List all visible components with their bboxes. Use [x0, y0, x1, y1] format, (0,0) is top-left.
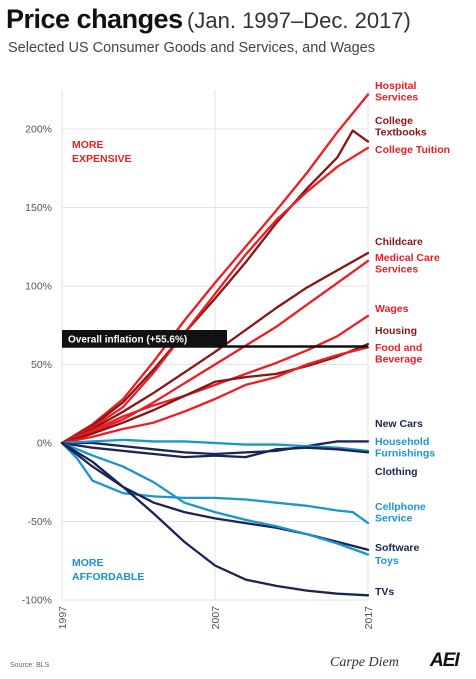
series-label: Food and — [375, 342, 422, 354]
series-label: Services — [375, 92, 418, 104]
series-label: New Cars — [375, 418, 423, 430]
series-label: Service — [375, 513, 413, 525]
y-tick-label: -50% — [27, 516, 52, 528]
series-label: Medical Care — [375, 252, 440, 264]
annotation-label: MORE — [72, 139, 104, 151]
series-line — [60, 146, 370, 445]
series-label: College — [375, 115, 413, 127]
aei-logo-text: AEI — [430, 650, 460, 671]
title-main: Price changes — [6, 4, 183, 34]
x-tick-label: 1997 — [57, 606, 69, 630]
series-line — [60, 438, 370, 453]
series-label: Cellphone — [375, 501, 426, 513]
series-label: Textbooks — [375, 127, 427, 139]
series-line — [60, 441, 370, 597]
series-label: Clothing — [375, 466, 418, 478]
chart-subtitle: Selected US Consumer Goods and Services,… — [8, 40, 375, 56]
series-line — [60, 441, 370, 525]
series-line — [60, 259, 370, 445]
annotation-label: MORE — [72, 557, 104, 569]
y-tick-label: 0% — [37, 438, 52, 450]
series-line — [60, 129, 370, 445]
annotation-label: AFFORDABLE — [72, 571, 144, 583]
series-line — [60, 346, 370, 445]
series-line — [60, 441, 370, 556]
series-label: Childcare — [375, 236, 423, 248]
series-label: Software — [375, 542, 420, 554]
series-label: Services — [375, 264, 418, 276]
series-line — [60, 440, 370, 456]
series-label: Housing — [375, 325, 417, 337]
y-tick-label: 150% — [25, 202, 52, 214]
series-line — [60, 441, 370, 459]
x-tick-label: 2007 — [210, 606, 222, 630]
x-tick-label: 2017 — [363, 606, 375, 630]
series-label: Furnishings — [375, 448, 435, 460]
blog-name: Carpe Diem — [330, 655, 399, 670]
y-tick-label: 50% — [31, 359, 52, 371]
y-tick-label: 100% — [25, 281, 52, 293]
chart-title: Price changes (Jan. 1997–Dec. 2017) — [6, 4, 411, 35]
inflation-label-box — [62, 330, 227, 347]
series-label: Household — [375, 436, 429, 448]
series-line — [60, 342, 370, 445]
series-line — [60, 93, 370, 445]
aei-logo: AEI — [422, 650, 466, 672]
series-label: Wages — [375, 303, 409, 315]
series-label: Beverage — [375, 354, 422, 366]
series-label: Hospital — [375, 80, 417, 92]
series-label: College Tuition — [375, 144, 450, 156]
source-note: Source: BLS — [10, 662, 50, 669]
series-line — [60, 251, 370, 445]
inflation-label: Overall inflation (+55.6%) — [68, 335, 187, 346]
series-label: TVs — [375, 586, 394, 598]
y-tick-label: -100% — [22, 595, 52, 607]
annotation-label: EXPENSIVE — [72, 153, 132, 165]
series-label: Toys — [375, 555, 399, 567]
y-tick-label: 200% — [25, 124, 52, 136]
title-paren: (Jan. 1997–Dec. 2017) — [187, 8, 411, 33]
